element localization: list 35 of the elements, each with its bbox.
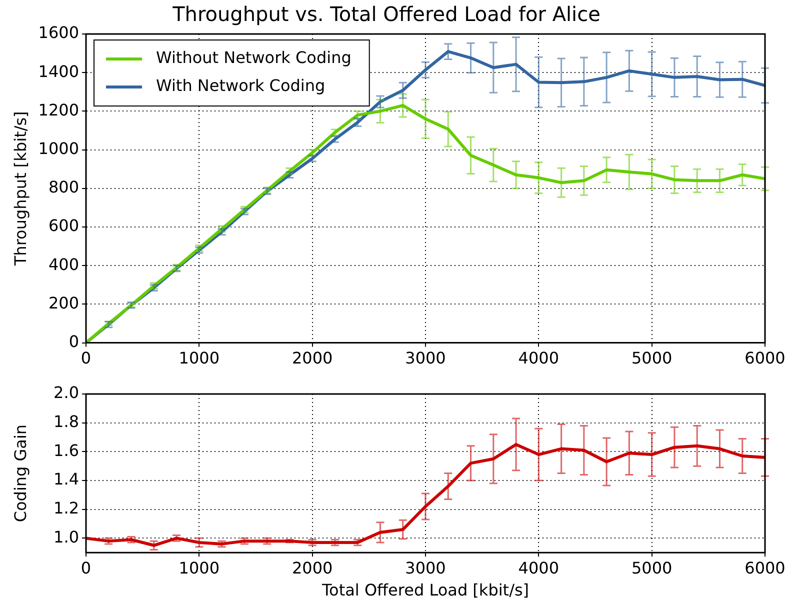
x-tick-label: 5000	[631, 348, 672, 368]
x-tick-label: 5000	[631, 558, 672, 578]
y-tick-label: 2.0	[54, 383, 79, 402]
x-tick-label: 3000	[405, 558, 446, 578]
y-axis-title: Throughput [kbit/s]	[10, 111, 30, 267]
y-tick-label: 1.6	[54, 440, 79, 460]
x-axis-title: Total Offered Load [kbit/s]	[320, 580, 530, 600]
x-tick-label: 1000	[178, 348, 220, 368]
y-tick-label: 800	[48, 178, 79, 197]
y-axis-title: Coding Gain	[10, 424, 30, 522]
y-tick-label: 1200	[38, 100, 79, 120]
x-tick-label: 6000	[744, 558, 786, 578]
y-tick-label: 1.8	[54, 412, 79, 431]
x-tick-label: 6000	[744, 348, 786, 368]
x-tick-label: 1000	[178, 558, 220, 578]
y-tick-label: 1.2	[54, 498, 79, 518]
y-tick-label: 400	[48, 254, 79, 274]
legend-label: Without Network Coding	[156, 48, 352, 68]
chart-title: Throughput vs. Total Offered Load for Alice	[172, 2, 600, 26]
legend-label: With Network Coding	[156, 76, 326, 96]
y-tick-label: 200	[48, 293, 79, 312]
x-tick-label: 0	[80, 348, 92, 368]
y-tick-label: 600	[48, 216, 79, 236]
y-tick-label: 1600	[38, 23, 79, 42]
x-tick-label: 3000	[405, 348, 446, 368]
x-tick-label: 4000	[518, 348, 560, 368]
y-tick-label: 1.0	[54, 527, 79, 546]
y-tick-label: 1.4	[54, 470, 79, 489]
x-tick-label: 2000	[292, 558, 333, 578]
x-tick-label: 0	[80, 558, 92, 578]
x-tick-label: 4000	[518, 558, 560, 578]
y-tick-label: 0	[68, 332, 79, 351]
y-tick-label: 1400	[38, 62, 79, 81]
x-tick-label: 2000	[292, 348, 333, 368]
y-tick-label: 1000	[38, 138, 79, 158]
